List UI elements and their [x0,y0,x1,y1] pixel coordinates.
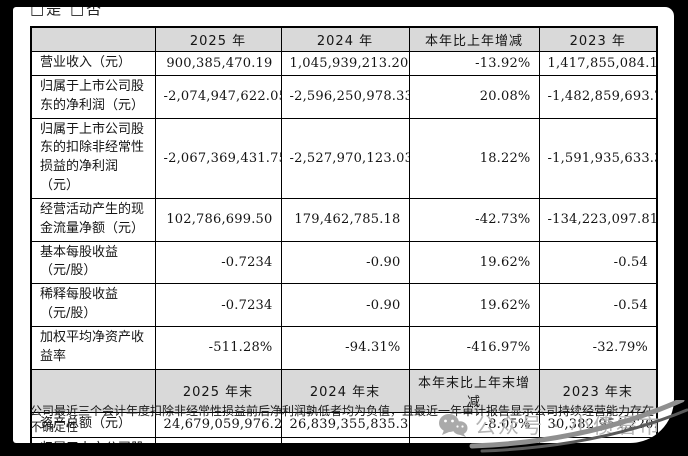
empty-header-cell [30,368,156,413]
row-label: 加权平均净资产收益率 [30,325,156,370]
col-header-2023-end: 2023 年末 [538,368,658,413]
table-row-weighted-avg-roe: 加权平均净资产收益率 -511.28% -94.31% -416.97% -32… [30,325,658,370]
row-label: 稀释每股收益（元/股） [30,283,156,327]
page-curl-decoration [469,400,688,453]
cell-value: 900,385,470.19 [154,51,282,76]
table-row-operating-cash-flow: 经营活动产生的现金流量净额（元） 102,786,699.50 179,462,… [30,197,658,242]
cell-value: 18.22% [408,117,540,199]
empty-header-cell [30,26,156,52]
cell-value: 19.62% [408,283,540,327]
cell-value: -13.92% [408,51,540,76]
cell-value: -0.7234 [154,283,282,327]
document-card: □是 □否 2025 年 2024 年 本年比上年增减 2023 年 营业收入（… [13,7,674,443]
clipped-top-text: □是 □否 [30,7,104,18]
cell-value: -2,596,250,978.33 [280,74,410,119]
row-label: 基本每股收益（元/股） [30,240,156,285]
col-header-year-end-change: 本年末比上年末增减 [408,368,540,413]
cell-value: 179,462,785.18 [280,197,410,242]
col-header-2024-end: 2024 年末 [280,368,410,413]
cell-value: 26,839,355,835.30 [280,411,410,438]
year-end-header-row: 2025 年末 2024 年末 本年末比上年末增减 2023 年末 [30,368,658,413]
cell-value: -134,223,097.81 [538,197,658,242]
table-row-net-profit: 归属于上市公司股东的净利润（元） -2,074,947,622.05 -2,59… [30,74,658,119]
cell-value: 102,786,699.50 [154,197,282,242]
row-label: 归属于上市公司股东的扣除非经常性损益的净利润（元） [30,117,156,199]
annual-header-row: 2025 年 2024 年 本年比上年增减 2023 年 [30,26,658,52]
cell-value: -1,591,935,633.36 [538,117,658,199]
cell-value: -2,527,970,123.03 [280,117,410,199]
table-row-net-profit-excl-nonrecurring: 归属于上市公司股东的扣除非经常性损益的净利润（元） -2,067,369,431… [30,117,658,199]
cell-value: 1,417,855,084.16 [538,51,658,76]
wechat-icon [438,413,468,438]
row-label: 归属于上市公司股东的净资产（元） [30,436,156,443]
cell-value: 687,437,715.73 [154,436,282,443]
cell-value: -511.28% [154,325,282,370]
cell-value: 24,679,059,976.24 [154,411,282,438]
row-label: 经营活动产生的现金流量净额（元） [30,197,156,242]
cell-value: -0.7234 [154,240,282,285]
cell-value: 1,045,939,213.20 [280,51,410,76]
cell-value: 20.08% [408,74,540,119]
col-header-2024: 2024 年 [280,26,410,52]
footer-note: 公司最近三个会计年度扣除非经常性损益前后净利润孰低者均为负值，且最近一年审计报告… [30,404,655,435]
cell-value: -8.05% [408,411,540,438]
cell-value: -32.79% [538,325,658,370]
cell-value: -2,067,369,431.75 [154,117,282,199]
cell-value: -94.31% [280,325,410,370]
cell-value: 19.62% [408,240,540,285]
cell-value: -0.90 [280,283,410,327]
financial-summary-table: 2025 年 2024 年 本年比上年增减 2023 年 营业收入（元） 900… [30,26,658,443]
row-label: 营业收入（元） [30,51,156,76]
col-header-2025: 2025 年 [154,26,282,52]
cell-value: -0.54 [538,240,658,285]
cell-value: 2,694,430,571.52 [280,436,410,443]
table-row-diluted-eps: 稀释每股收益（元/股） -0.7234 -0.90 19.62% -0.54 [30,283,658,327]
cell-value: -42.73% [408,197,540,242]
cell-value: -416.97% [408,325,540,370]
row-label: 归属于上市公司股东的净利润（元） [30,74,156,119]
col-header-yoy-change: 本年比上年增减 [408,26,540,52]
table-row-revenue: 营业收入（元） 900,385,470.19 1,045,939,213.20 … [30,51,658,76]
cell-value: -0.54 [538,283,658,327]
cell-value: -0.90 [280,240,410,285]
cell-value: -1,482,859,693.75 [538,74,658,119]
col-header-2023: 2023 年 [538,26,658,52]
cell-value: -2,074,947,622.05 [154,74,282,119]
table-row-basic-eps: 基本每股收益（元/股） -0.7234 -0.90 19.62% -0.54 [30,240,658,285]
